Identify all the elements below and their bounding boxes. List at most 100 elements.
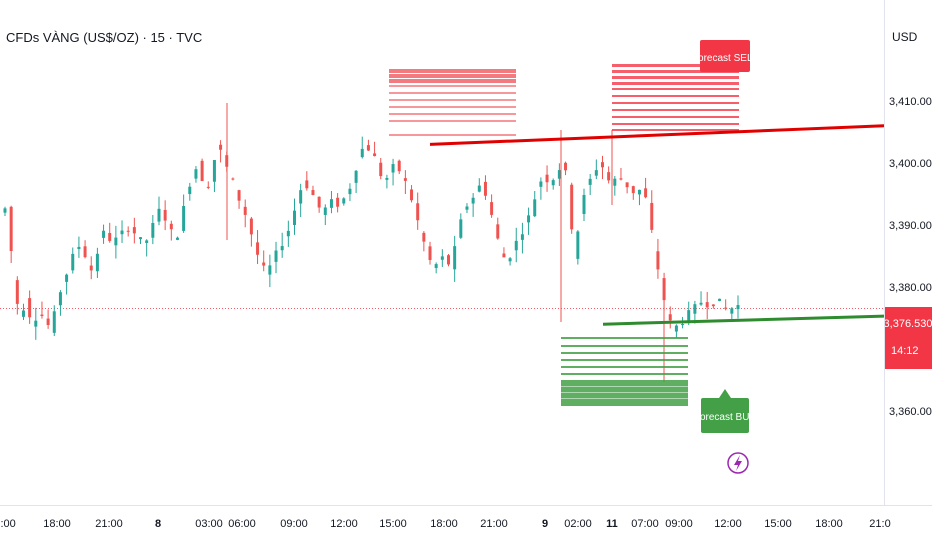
time-tick-label: 21:0 [869,518,890,530]
candle-body [379,162,383,177]
lightning-icon-glyph [734,455,742,471]
candle-body [557,170,561,179]
sell-zone-right-bar [612,102,739,104]
time-tick-label: 12:00 [714,518,742,530]
time-tick-label: 8 [155,518,161,530]
time-tick-label: 9 [542,518,548,530]
sell-zone-right-bar [612,95,739,97]
forecast-sell-label: Forecast SELL [692,53,759,64]
sell-zone-right-bar [612,76,739,79]
candle-body [175,237,179,240]
candle-body [28,298,32,318]
candle-body [582,194,586,214]
buy-zone-bar [561,373,688,375]
candle-body [274,250,278,262]
candle-body [163,209,167,221]
candle-body [206,186,210,188]
chart-title: CFDs VÀNG (US$/OZ) · 15 · TVC [6,30,203,45]
candle-body [151,223,155,238]
candle-body [681,324,685,326]
sell-zone-right-bar [612,88,739,90]
candle-body [182,206,186,231]
candle-body [736,305,740,310]
candle-body [200,160,204,182]
price-tick-label: 3,360.000 [889,406,932,418]
candle-body [120,230,124,235]
candle-body [600,162,604,168]
candle-body [52,311,56,333]
candle-body [440,256,444,260]
candle-body [34,320,38,327]
forecast-buy-pointer [719,389,731,398]
candle-body [391,164,395,173]
time-tick-label: 15:00 [764,518,792,530]
candle-body [434,264,438,268]
candle-body [329,199,333,208]
candle-body [607,172,611,181]
time-tick-label: 07:00 [631,518,659,530]
time-axis-divider [0,505,932,506]
candle-body [687,310,691,322]
candle-body [705,302,709,308]
candle-body [422,232,426,242]
candle-body [286,230,290,237]
candle-body [40,314,44,317]
sell-zone-left-bar [389,74,516,78]
candle-body [305,180,309,189]
buy-zone-divider [561,386,688,387]
candle-body [311,190,315,195]
candle-body [699,302,703,305]
time-tick-label: 18:00 [430,518,458,530]
time-tick-label: 09:00 [665,518,693,530]
candle-body [576,231,580,259]
current-price-value: 3,376.530 [884,318,932,330]
candle-body [3,208,7,213]
candle-body [625,182,629,188]
time-tick-label: 09:00 [280,518,308,530]
candle-body [194,169,198,179]
candle-body [169,223,173,230]
candle-body [354,170,358,183]
candle-body [157,208,161,222]
candle-body [280,246,284,251]
price-tick-label: 3,380.000 [889,282,932,294]
candle-body [102,230,106,238]
time-tick-label: 03:00 [195,518,223,530]
candle-body [533,199,537,217]
candle-body [188,186,192,195]
sell-zone-right-bar [612,123,739,125]
candle-body [539,181,543,187]
candle-body [237,190,241,201]
candle-body [453,246,457,270]
time-tick-label: 21:00 [95,518,123,530]
buy-zone-bar [561,352,688,354]
candle-body [219,144,223,150]
candle-body [397,160,401,172]
candle-body [342,198,346,204]
price-tick-label: 3,390.000 [889,220,932,232]
candle-body [551,180,555,186]
candle-body [668,314,672,321]
candle-body [89,265,93,271]
candle-body [416,203,420,221]
candle-body [613,178,617,186]
forecast-buy-callout[interactable] [701,398,749,433]
candle-body [262,262,266,266]
candle-body [385,177,389,180]
candle-body [139,237,143,240]
forecast-sell-callout[interactable] [700,40,750,72]
candle-body [83,246,87,258]
current-price-tag [884,307,932,369]
buy-zone-bar [561,366,688,368]
candle-body [126,230,130,232]
sell-zone-right-bar [612,109,739,111]
time-tick-label: 11 [606,518,618,530]
buy-zone-divider [561,392,688,393]
candle-body [471,197,475,204]
time-tick-label: 06:00 [228,518,256,530]
time-tick-label: 18:00 [43,518,71,530]
candle-body [508,258,512,262]
candle-body [619,178,623,180]
